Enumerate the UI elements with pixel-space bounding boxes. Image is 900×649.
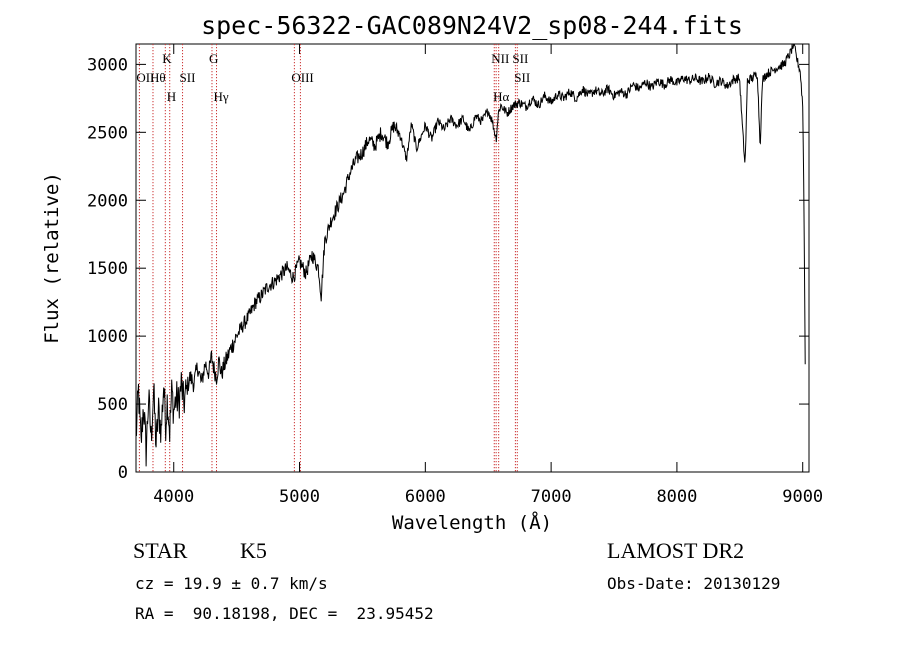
y-axis: 0 500 1000 1500 2000 2500 3000 xyxy=(87,55,809,483)
y-tick-label: 500 xyxy=(97,395,128,415)
line-label: SII xyxy=(514,70,530,85)
object-subclass: K5 xyxy=(240,538,267,563)
flux-series xyxy=(135,43,806,467)
line-label: SII xyxy=(180,70,196,85)
x-axis-label: Wavelength (Å) xyxy=(392,511,552,534)
y-tick-label: 3000 xyxy=(87,55,128,75)
y-tick-label: 1000 xyxy=(87,327,128,347)
y-tick-label: 0 xyxy=(118,463,128,483)
line-label: NII xyxy=(491,51,509,66)
x-axis: 4000 5000 6000 7000 8000 9000 xyxy=(153,44,823,507)
x-tick-label: 7000 xyxy=(531,487,572,507)
line-label: G xyxy=(209,51,218,66)
redshift-cz: cz = 19.9 ± 0.7 km/s xyxy=(135,574,328,593)
survey-name: LAMOST DR2 xyxy=(607,538,745,563)
line-label: OII xyxy=(136,70,154,85)
flux-line-0 xyxy=(135,43,806,467)
line-label: H xyxy=(167,89,176,104)
line-label: Hγ xyxy=(214,89,229,104)
x-tick-label: 8000 xyxy=(656,487,697,507)
plot-frame xyxy=(135,43,810,473)
x-tick-label: 4000 xyxy=(153,487,194,507)
x-tick-label: 5000 xyxy=(279,487,320,507)
spectral-line-markers xyxy=(138,44,518,472)
sky-coordinates: RA = 90.18198, DEC = 23.95452 xyxy=(135,604,434,623)
chart-title: spec-56322-GAC089N24V2_sp08-244.fits xyxy=(201,11,743,40)
line-label: K xyxy=(162,51,172,66)
line-label: OIII xyxy=(291,70,313,85)
y-tick-label: 2000 xyxy=(87,191,128,211)
line-label: SII xyxy=(512,51,528,66)
y-tick-label: 2500 xyxy=(87,123,128,143)
y-tick-label: 1500 xyxy=(87,259,128,279)
line-label: Hθ xyxy=(150,70,166,85)
x-tick-label: 6000 xyxy=(405,487,446,507)
object-class: STAR xyxy=(133,538,188,563)
line-label: Hα xyxy=(493,89,509,104)
y-axis-label: Flux (relative) xyxy=(41,172,63,344)
x-tick-label: 9000 xyxy=(782,487,823,507)
obs-date: Obs-Date: 20130129 xyxy=(607,574,781,593)
